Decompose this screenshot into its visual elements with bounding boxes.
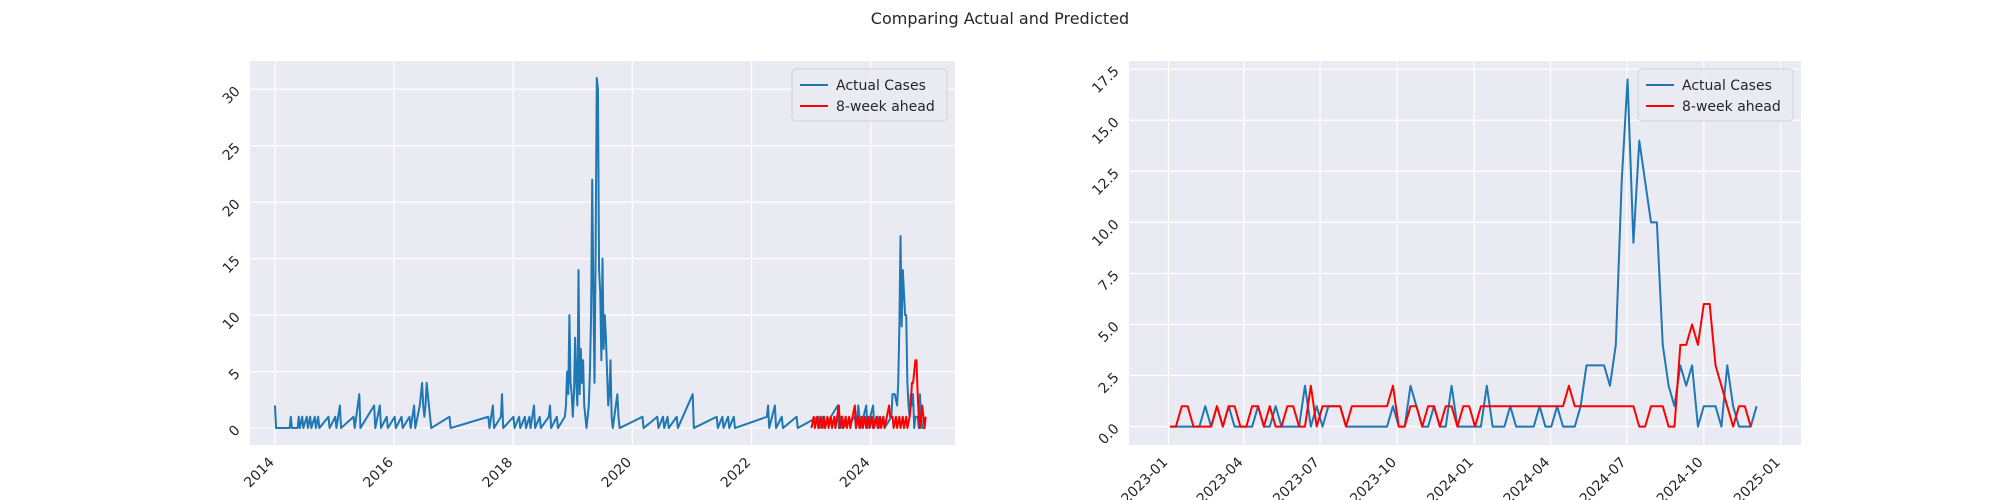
plot-area — [250, 61, 955, 445]
x-tick-label: 2023-07 — [1270, 455, 1323, 500]
x-tick-label: 2023-10 — [1347, 455, 1400, 500]
x-tick-label: 2024-04 — [1501, 454, 1554, 500]
y-tick-label: 15.0 — [1089, 115, 1122, 148]
series-line-actual-cases — [1170, 78, 1758, 428]
legend-label: Actual Cases — [1682, 78, 1772, 94]
y-tick-label: 15 — [220, 253, 244, 277]
x-tick-label: 2024-01 — [1424, 455, 1477, 500]
x-tick-label: 2016 — [360, 454, 397, 491]
chart-right: 2023-01 2023-04 2023-07 2023-10 2024-01 2024-… — [1089, 61, 1801, 500]
x-tick-label: 2018 — [480, 455, 517, 492]
y-tick-label: 5.0 — [1096, 319, 1123, 346]
series-line-8-week-ahead — [1170, 303, 1752, 428]
figure-title: Comparing Actual and Predicted — [871, 9, 1129, 28]
y-tick-label: 0.0 — [1096, 421, 1123, 448]
y-tick-label: 10 — [220, 309, 244, 333]
legend-label: Actual Cases — [836, 78, 926, 94]
y-tick-label: 7.5 — [1096, 268, 1123, 295]
x-tick-label: 2023-01 — [1119, 455, 1172, 500]
x-tick-label: 2024-10 — [1654, 455, 1707, 500]
legend: Actual Cases 8-week ahead — [1637, 68, 1794, 122]
y-tick-label: 10.0 — [1089, 217, 1122, 250]
legend: Actual Cases 8-week ahead — [791, 68, 948, 122]
chart-left: 2014 2016 2018 2020 2022 2024 0 5 10 15 20 25 30 Actu… — [220, 61, 955, 491]
y-tick-label: 20 — [220, 197, 244, 221]
legend-box — [1637, 68, 1794, 122]
y-tick-label: 2.5 — [1096, 370, 1123, 397]
x-tick-label: 2023-04 — [1194, 454, 1247, 500]
series-line-8-week-ahead — [810, 359, 927, 430]
x-tick-label: 2025-01 — [1731, 455, 1784, 500]
y-tick-label: 0 — [226, 422, 244, 440]
legend-label: 8-week ahead — [836, 99, 935, 115]
y-tick-label: 5 — [226, 366, 244, 384]
x-tick-label: 2022 — [718, 455, 755, 492]
x-tick-label: 2014 — [241, 454, 278, 491]
x-tick-label: 2020 — [599, 455, 636, 492]
y-tick-label: 17.5 — [1089, 64, 1122, 97]
legend-box — [791, 68, 948, 122]
legend-label: 8-week ahead — [1682, 99, 1781, 115]
x-tick-label: 2024 — [837, 454, 874, 491]
x-tick-label: 2024-07 — [1577, 455, 1630, 500]
plot-area — [1129, 61, 1801, 445]
y-tick-label: 25 — [220, 140, 244, 164]
grid — [1129, 61, 1801, 445]
y-tick-label: 30 — [220, 84, 244, 108]
y-tick-label: 12.5 — [1089, 166, 1122, 199]
